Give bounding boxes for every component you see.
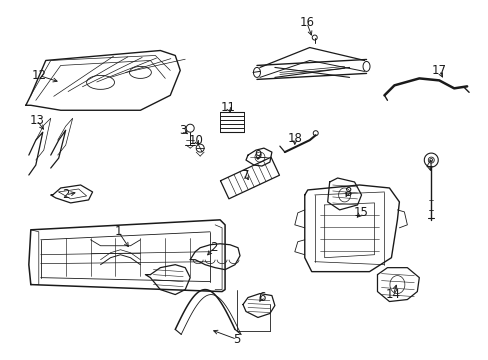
Text: 4: 4 [425, 158, 432, 172]
Text: 1: 1 [115, 225, 122, 238]
Text: 6: 6 [258, 291, 265, 304]
Text: 15: 15 [353, 206, 368, 219]
Text: 17: 17 [431, 64, 446, 77]
Text: 11: 11 [220, 101, 235, 114]
Text: 10: 10 [188, 134, 203, 147]
Text: 18: 18 [287, 132, 302, 145]
Text: 13: 13 [29, 114, 44, 127]
Text: 12: 12 [31, 69, 46, 82]
Text: 8: 8 [343, 186, 350, 199]
Text: 2: 2 [210, 241, 218, 254]
Text: 14: 14 [385, 288, 400, 301]
Text: 5: 5 [233, 333, 240, 346]
Text: 16: 16 [299, 16, 314, 29]
Text: 7: 7 [242, 168, 249, 181]
Text: 2: 2 [62, 188, 69, 202]
Text: 3: 3 [179, 124, 186, 137]
Text: 9: 9 [254, 149, 261, 162]
